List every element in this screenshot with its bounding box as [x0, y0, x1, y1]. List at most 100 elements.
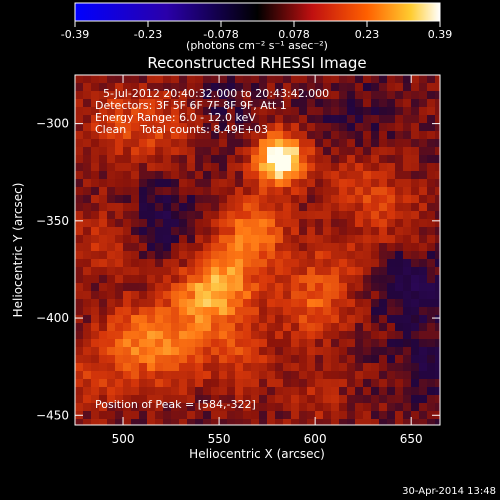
heatmap-cell — [91, 235, 100, 244]
heatmap-cell — [339, 307, 348, 316]
heatmap-cell — [91, 307, 100, 316]
heatmap-cell — [259, 83, 268, 92]
heatmap-cell — [123, 155, 132, 164]
heatmap-cell — [187, 75, 196, 84]
heatmap-cell — [139, 307, 148, 316]
heatmap-cell — [163, 139, 172, 148]
heatmap-cell — [267, 91, 276, 100]
heatmap-cell — [307, 267, 316, 276]
heatmap-cell — [395, 227, 404, 236]
heatmap-cell — [163, 83, 172, 92]
heatmap-cell — [163, 227, 172, 236]
heatmap-cell — [323, 283, 332, 292]
heatmap-cell — [163, 403, 172, 412]
heatmap-cell — [107, 139, 116, 148]
heatmap-cell — [91, 323, 100, 332]
heatmap-cell — [323, 243, 332, 252]
heatmap-cell — [75, 291, 84, 300]
heatmap-cell — [395, 387, 404, 396]
heatmap-cell — [307, 203, 316, 212]
heatmap-cell — [115, 227, 124, 236]
heatmap-cell — [379, 187, 388, 196]
heatmap-cell — [219, 187, 228, 196]
heatmap-cell — [99, 219, 108, 228]
heatmap-cell — [291, 171, 300, 180]
heatmap-cell — [171, 235, 180, 244]
heatmap-cell — [379, 115, 388, 124]
heatmap-cell — [99, 211, 108, 220]
heatmap-cell — [203, 131, 212, 140]
heatmap-cell — [323, 339, 332, 348]
heatmap-cell — [307, 371, 316, 380]
heatmap-cell — [419, 83, 428, 92]
heatmap-cell — [315, 139, 324, 148]
heatmap-cell — [147, 283, 156, 292]
heatmap-cell — [259, 395, 268, 404]
heatmap-cell — [171, 347, 180, 356]
heatmap-cell — [299, 155, 308, 164]
heatmap-cell — [419, 171, 428, 180]
heatmap-cell — [131, 419, 140, 426]
heatmap-cell — [107, 219, 116, 228]
heatmap-cell — [251, 315, 260, 324]
heatmap-cell — [243, 299, 252, 308]
heatmap-cell — [131, 195, 140, 204]
heatmap-cell — [283, 283, 292, 292]
heatmap-cell — [123, 307, 132, 316]
heatmap-cell — [187, 267, 196, 276]
heatmap-cell — [307, 395, 316, 404]
heatmap-cell — [211, 315, 220, 324]
heatmap-cell — [427, 419, 436, 426]
heatmap-cell — [403, 299, 412, 308]
heatmap-cell — [171, 411, 180, 420]
heatmap-cell — [211, 187, 220, 196]
heatmap-cell — [371, 251, 380, 260]
heatmap-cell — [267, 243, 276, 252]
heatmap-cell — [211, 275, 220, 284]
heatmap-cell — [275, 179, 284, 188]
heatmap-cell — [147, 235, 156, 244]
heatmap-cell — [107, 387, 116, 396]
heatmap-cell — [371, 371, 380, 380]
heatmap-cell — [155, 139, 164, 148]
heatmap-cell — [139, 187, 148, 196]
heatmap-cell — [123, 219, 132, 228]
heatmap-cell — [219, 339, 228, 348]
heatmap-cell — [411, 331, 420, 340]
heatmap-cell — [315, 131, 324, 140]
heatmap-cell — [219, 147, 228, 156]
heatmap-cell — [339, 91, 348, 100]
heatmap-cell — [155, 179, 164, 188]
heatmap-cell — [131, 219, 140, 228]
heatmap-cell — [251, 155, 260, 164]
heatmap-cell — [315, 243, 324, 252]
heatmap-cell — [363, 243, 372, 252]
heatmap-cell — [387, 187, 396, 196]
heatmap-cell — [363, 307, 372, 316]
colorbar — [74, 2, 441, 22]
heatmap-cell — [331, 315, 340, 324]
heatmap-cell — [259, 315, 268, 324]
heatmap-cell — [339, 355, 348, 364]
heatmap-cell — [139, 195, 148, 204]
heatmap-cell — [227, 243, 236, 252]
heatmap-cell — [179, 147, 188, 156]
heatmap-cell — [171, 275, 180, 284]
heatmap-cell — [355, 411, 364, 420]
heatmap-cell — [435, 363, 441, 372]
heatmap-cell — [259, 155, 268, 164]
heatmap-cell — [395, 315, 404, 324]
heatmap-cell — [219, 195, 228, 204]
heatmap-cell — [123, 91, 132, 100]
heatmap-cell — [387, 323, 396, 332]
heatmap-cell — [219, 419, 228, 426]
heatmap-cell — [395, 107, 404, 116]
heatmap-cell — [315, 347, 324, 356]
heatmap-cell — [411, 411, 420, 420]
heatmap-cell — [339, 387, 348, 396]
heatmap-cell — [123, 235, 132, 244]
heatmap-cell — [275, 395, 284, 404]
heatmap-cell — [435, 315, 441, 324]
heatmap-cell — [387, 115, 396, 124]
heatmap-cell — [411, 107, 420, 116]
